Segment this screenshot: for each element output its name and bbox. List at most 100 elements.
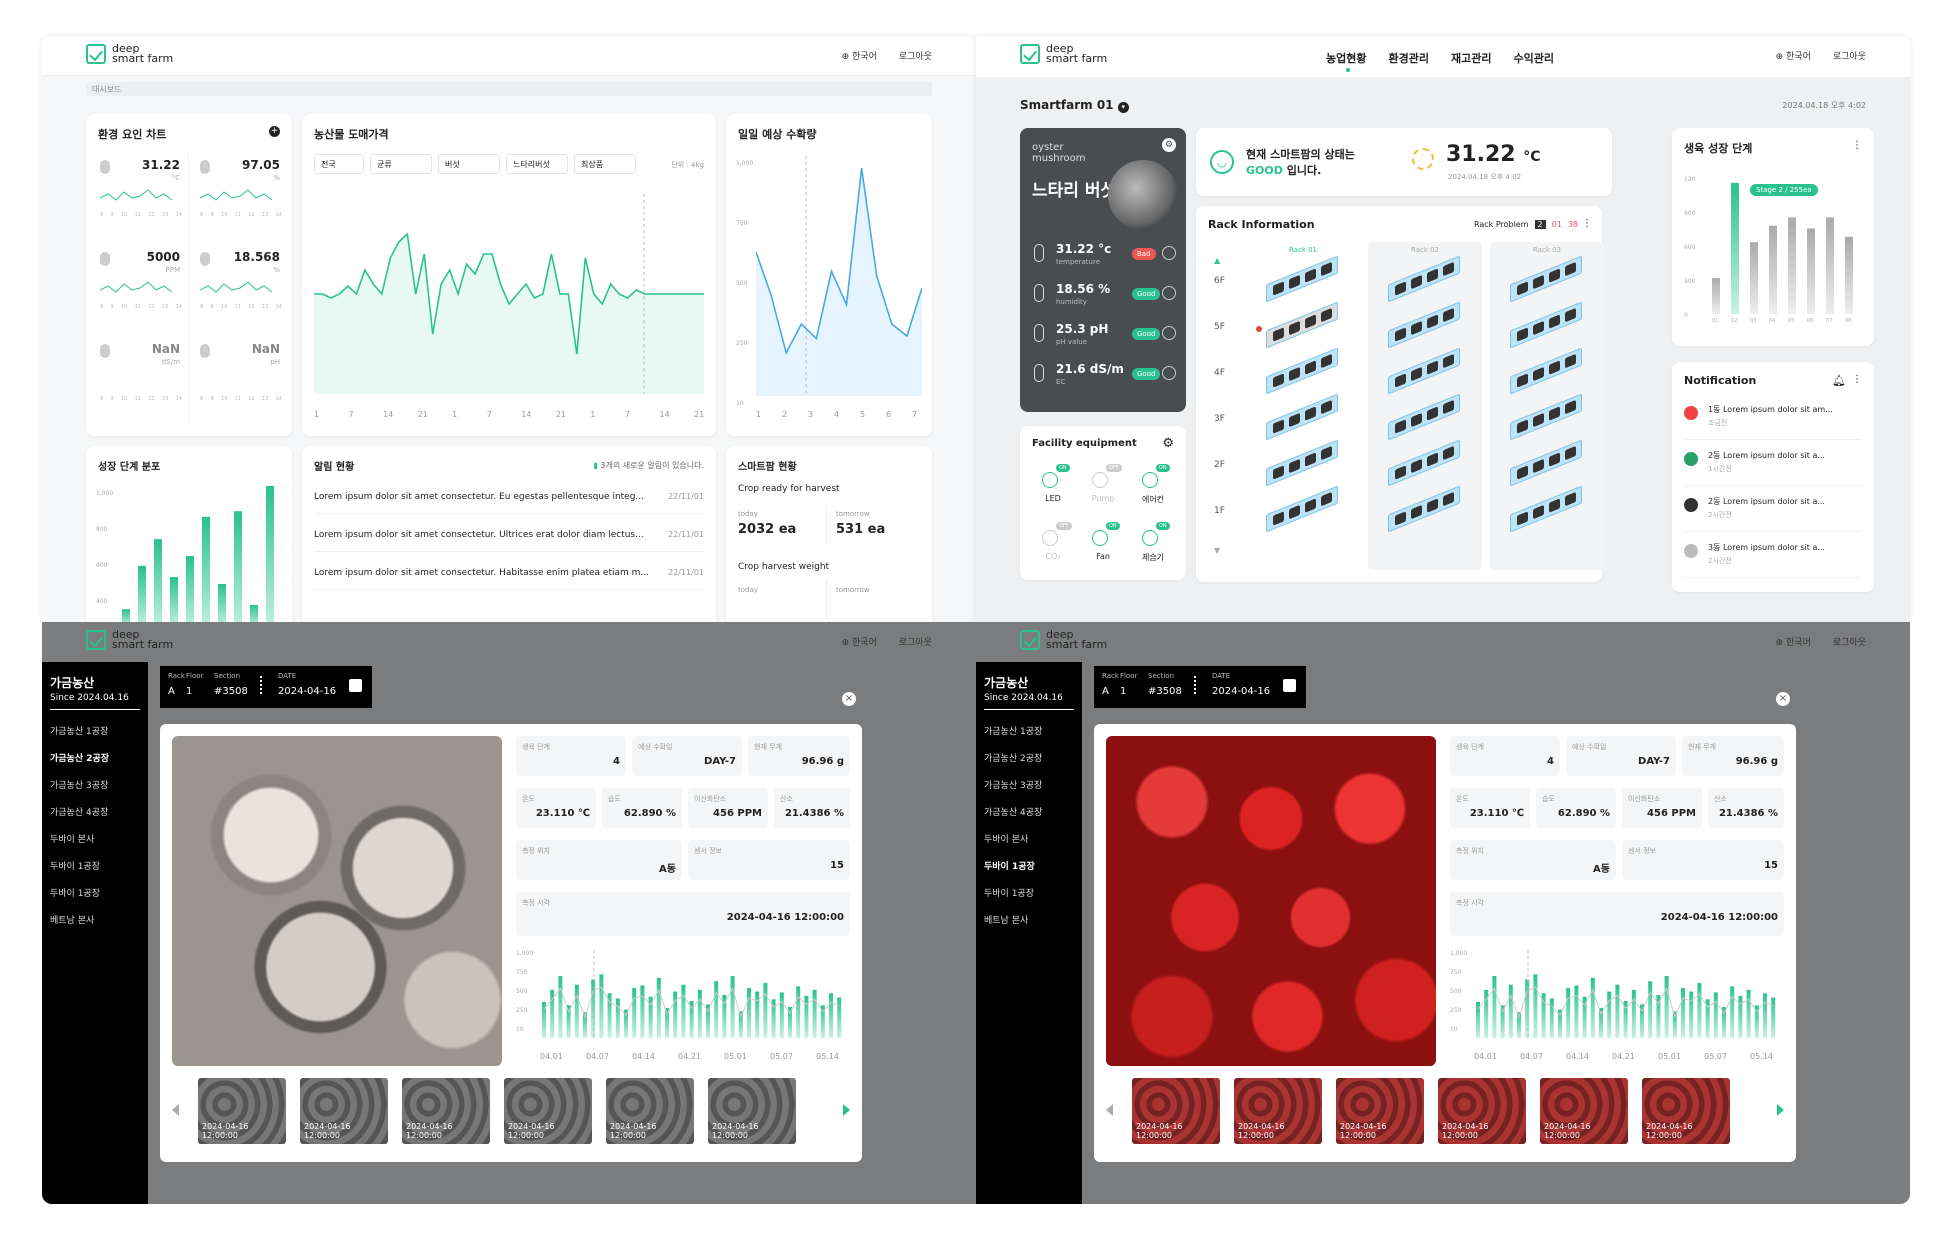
language-button[interactable]: ⊕ 한국어 bbox=[841, 638, 877, 648]
notification-item[interactable]: 1동 Lorem ipsum dolor sit am... 조금전 bbox=[1684, 400, 1862, 440]
rack-tray[interactable] bbox=[1388, 347, 1460, 395]
sidebar-item[interactable]: 두바이 1공장 bbox=[50, 862, 100, 872]
rack-tray[interactable] bbox=[1388, 255, 1460, 303]
prev-arrow-icon[interactable] bbox=[172, 1104, 179, 1116]
metric-detail-icon[interactable] bbox=[1162, 366, 1176, 380]
sidebar-item[interactable]: 두바이 1공장 bbox=[50, 889, 100, 899]
sidebar-item[interactable]: 가금농산 3공장 bbox=[984, 781, 1043, 791]
calendar-icon[interactable] bbox=[349, 679, 362, 692]
notification-item[interactable]: 2동 Lorem ipsum dolor sit a... 2시간전 bbox=[1684, 492, 1862, 532]
rack-tray[interactable] bbox=[1266, 485, 1338, 533]
thumbnail[interactable]: 2024-04-16 12:00:00 bbox=[1438, 1078, 1526, 1144]
facility-item[interactable]: OFF CO₂ bbox=[1030, 520, 1076, 572]
rack-tray[interactable] bbox=[1388, 485, 1460, 533]
rack-tray[interactable] bbox=[1266, 439, 1338, 487]
rack-tray[interactable] bbox=[1510, 255, 1582, 303]
rack-tray[interactable] bbox=[1388, 393, 1460, 441]
nav-item[interactable]: 수익관리 bbox=[1513, 52, 1554, 65]
rack-tray[interactable] bbox=[1510, 485, 1582, 533]
sidebar-item[interactable]: 가금농산 1공장 bbox=[984, 727, 1043, 737]
metric-detail-icon[interactable] bbox=[1162, 246, 1176, 260]
nav-item[interactable]: 농업현황 bbox=[1326, 50, 1366, 72]
thumbnail[interactable]: 2024-04-16 12:00:00 bbox=[402, 1078, 490, 1144]
floor-down-icon[interactable]: ▼ bbox=[1214, 546, 1221, 555]
thumbnail[interactable]: 2024-04-16 12:00:00 bbox=[198, 1078, 286, 1144]
alarm-item[interactable]: Lorem ipsum dolor sit amet consectetur. … bbox=[314, 560, 704, 590]
dropdown-icon[interactable]: ▾ bbox=[1117, 102, 1129, 113]
language-button[interactable]: ⊕ 한국어 bbox=[1775, 638, 1811, 648]
thumbnail[interactable]: 2024-04-16 12:00:00 bbox=[1132, 1078, 1220, 1144]
sidebar-item[interactable]: 가금농산 4공장 bbox=[984, 808, 1043, 818]
logo[interactable]: deep smart farm bbox=[86, 629, 173, 650]
notification-item[interactable]: 3동 Lorem ipsum dolor sit a... 2시간전 bbox=[1684, 538, 1862, 578]
sidebar-item[interactable]: 두바이 본사 bbox=[50, 835, 95, 845]
rack-tray[interactable] bbox=[1266, 255, 1338, 303]
sidebar-item[interactable]: 두바이 1공장 bbox=[984, 889, 1034, 899]
thumbnail[interactable]: 2024-04-16 12:00:00 bbox=[1336, 1078, 1424, 1144]
nav-item[interactable]: 재고관리 bbox=[1450, 52, 1492, 65]
sidebar-item[interactable]: 두바이 본사 bbox=[984, 835, 1029, 845]
facility-item[interactable]: OFF Pump bbox=[1080, 462, 1126, 514]
rack-tray[interactable] bbox=[1388, 439, 1460, 487]
price-filter[interactable]: 버섯 bbox=[438, 154, 500, 174]
logout-button[interactable]: 로그아웃 bbox=[898, 52, 932, 62]
facility-item[interactable]: ON Fan bbox=[1080, 520, 1126, 572]
sidebar-item[interactable]: 두바이 1공장 bbox=[984, 862, 1035, 872]
sidebar-item[interactable]: 가금농산 1공장 bbox=[50, 727, 109, 737]
sidebar-item[interactable]: 가금농산 4공장 bbox=[50, 808, 109, 818]
nav-item[interactable]: 환경관리 bbox=[1388, 52, 1429, 65]
metric-detail-icon[interactable] bbox=[1162, 286, 1176, 300]
next-arrow-icon[interactable] bbox=[1777, 1104, 1784, 1116]
rack-tray[interactable] bbox=[1266, 347, 1338, 395]
gear-icon[interactable]: ⚙ bbox=[1162, 436, 1174, 451]
more-icon[interactable]: ⋮ bbox=[1852, 140, 1862, 151]
alarm-item[interactable]: Lorem ipsum dolor sit amet consectetur. … bbox=[314, 484, 704, 514]
price-filter[interactable]: 전국 bbox=[314, 154, 364, 174]
logo[interactable]: deep smart farm bbox=[86, 43, 173, 64]
close-icon[interactable]: × bbox=[1776, 692, 1790, 706]
logout-button[interactable]: 로그아웃 bbox=[1832, 638, 1866, 648]
thumbnail[interactable]: 2024-04-16 12:00:00 bbox=[708, 1078, 796, 1144]
price-filter[interactable]: 균류 bbox=[370, 154, 432, 174]
logout-button[interactable]: 로그아웃 bbox=[1832, 52, 1866, 62]
price-filter[interactable]: 느타리버섯 bbox=[506, 154, 568, 174]
thumbnail[interactable]: 2024-04-16 12:00:00 bbox=[300, 1078, 388, 1144]
rack-tray[interactable] bbox=[1266, 301, 1338, 349]
sidebar-item[interactable]: 베트남 본사 bbox=[984, 916, 1029, 926]
sidebar-item[interactable]: 가금농산 3공장 bbox=[50, 781, 109, 791]
more-icon[interactable]: ⋮ bbox=[1852, 374, 1862, 385]
close-icon[interactable]: × bbox=[842, 692, 856, 706]
rack-tray[interactable] bbox=[1510, 439, 1582, 487]
next-arrow-icon[interactable] bbox=[843, 1104, 850, 1116]
language-button[interactable]: ⊕ 한국어 bbox=[1775, 52, 1811, 62]
logout-button[interactable]: 로그아웃 bbox=[898, 638, 932, 648]
language-button[interactable]: ⊕ 한국어 bbox=[841, 52, 877, 62]
facility-item[interactable]: ON LED bbox=[1030, 462, 1076, 514]
bell-icon[interactable]: 🔔︎ bbox=[1832, 374, 1846, 387]
calendar-icon[interactable] bbox=[1283, 679, 1296, 692]
thumbnail[interactable]: 2024-04-16 12:00:00 bbox=[606, 1078, 694, 1144]
prev-arrow-icon[interactable] bbox=[1106, 1104, 1113, 1116]
thumbnail[interactable]: 2024-04-16 12:00:00 bbox=[504, 1078, 592, 1144]
more-icon[interactable]: ⋮ bbox=[1582, 218, 1592, 229]
sidebar-item[interactable]: 가금농산 2공장 bbox=[50, 754, 110, 764]
rack-floor-selector[interactable]: Rack A Floor 1 Section #3508 DATE 2024-04-16 bbox=[160, 666, 372, 708]
add-icon[interactable]: + bbox=[269, 126, 280, 137]
thumbnail[interactable]: 2024-04-16 12:00:00 bbox=[1540, 1078, 1628, 1144]
thumbnail[interactable]: 2024-04-16 12:00:00 bbox=[1642, 1078, 1730, 1144]
rack-tray[interactable] bbox=[1510, 347, 1582, 395]
rack-tray[interactable] bbox=[1510, 393, 1582, 441]
alarm-item[interactable]: Lorem ipsum dolor sit amet consectetur. … bbox=[314, 522, 704, 552]
facility-item[interactable]: ON 제습기 bbox=[1130, 520, 1176, 572]
gear-icon[interactable]: ⚙ bbox=[1162, 138, 1176, 152]
rack-tray[interactable] bbox=[1388, 301, 1460, 349]
sidebar-item[interactable]: 가금농산 2공장 bbox=[984, 754, 1043, 764]
floor-up-icon[interactable]: ▲ bbox=[1214, 256, 1221, 265]
sidebar-item[interactable]: 베트남 본사 bbox=[50, 916, 95, 926]
thumbnail[interactable]: 2024-04-16 12:00:00 bbox=[1234, 1078, 1322, 1144]
facility-item[interactable]: ON 에어컨 bbox=[1130, 462, 1176, 514]
rack-tray[interactable] bbox=[1510, 301, 1582, 349]
notification-item[interactable]: 2동 Lorem ipsum dolor sit a... 1시간전 bbox=[1684, 446, 1862, 486]
logo[interactable]: deep smart farm bbox=[1020, 629, 1107, 650]
rack-tray[interactable] bbox=[1266, 393, 1338, 441]
